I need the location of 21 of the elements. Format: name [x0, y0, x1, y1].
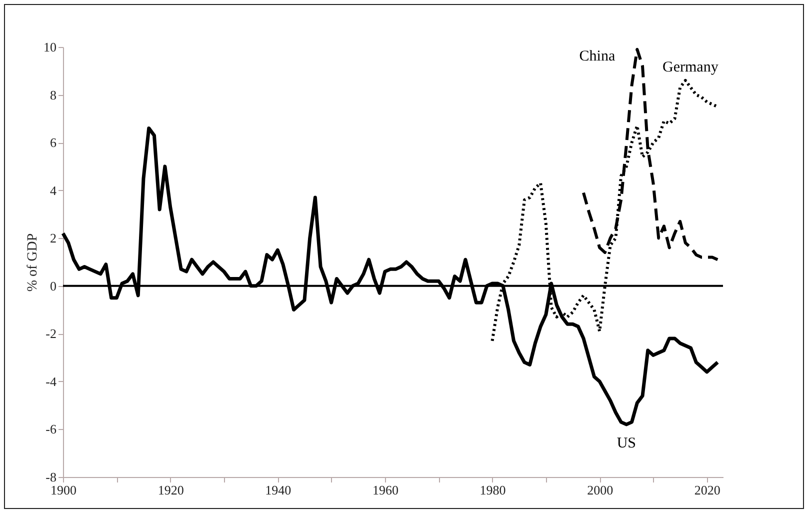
y-tick-label: 10	[44, 40, 56, 54]
x-tick-label: 1940	[265, 482, 292, 498]
x-tick-label: 1980	[480, 482, 506, 498]
x-tick-label: 1960	[372, 482, 398, 498]
x-tick-label: 1900	[50, 482, 76, 498]
y-tick-label: 2	[50, 230, 56, 246]
x-tick-label: 2020	[694, 482, 720, 498]
y-tick-label: -4	[46, 374, 57, 389]
series-label: China	[579, 48, 616, 64]
x-tick-label: 1920	[158, 482, 184, 498]
y-tick-label: -2	[46, 326, 56, 342]
y-tick-label: 4	[50, 182, 57, 198]
series-label: Germany	[662, 59, 719, 76]
y-tick-label: -6	[46, 422, 57, 437]
y-tick-label: -8	[46, 470, 56, 484]
y-tick-label: 6	[50, 135, 57, 150]
y-tick-label: 8	[50, 87, 56, 102]
y-axis-title: % of GDP	[26, 233, 40, 292]
y-tick-label: 0	[50, 278, 56, 294]
series-label: US	[616, 435, 636, 452]
x-tick-label: 2000	[587, 482, 614, 498]
